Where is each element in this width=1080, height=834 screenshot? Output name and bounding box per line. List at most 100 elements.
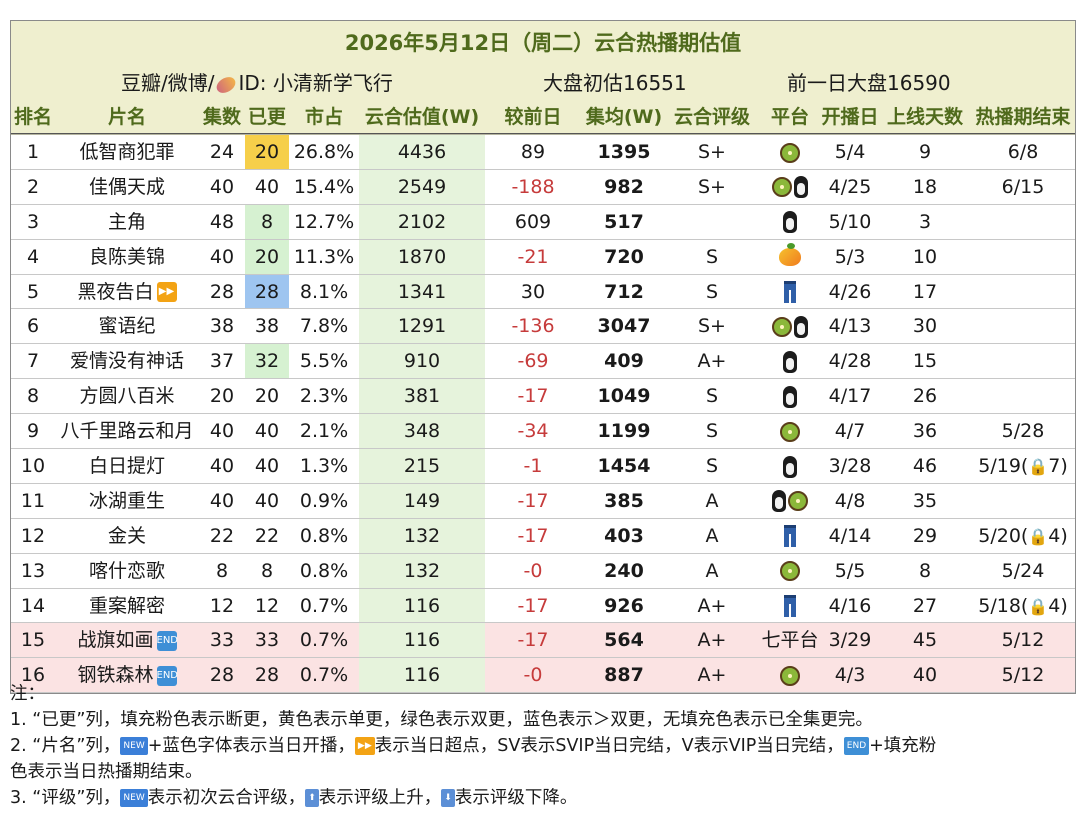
rank-cell-text: 15 [20,629,46,652]
sweet-potato-icon [214,73,239,96]
updated-cell-text: 12 [254,594,280,617]
platform-cell [757,135,823,169]
updated-cell-text: 40 [254,175,280,198]
share-cell-text: 5.5% [299,350,349,373]
penguin-icon [783,455,797,478]
updated-cell: 20 [245,135,289,169]
end-cell [971,379,1075,413]
source-line: 豆瓣/微博/ID: 小清新学飞行 [121,67,393,96]
note-2-part-a: 2. “片名”列， [10,736,121,756]
title-cell-text: 良陈美锦 [88,245,165,268]
title-cell: 八千里路云和月 [55,414,199,448]
end-cell [971,344,1075,378]
end-badge-icon: END [156,665,178,686]
days-cell: 46 [879,449,971,483]
start-date-cell-text: 4/17 [828,385,872,408]
episodes-cell: 40 [199,170,245,204]
updated-cell: 40 [245,414,289,448]
rank-cell: 14 [11,589,55,623]
end-cell: 5/28 [971,414,1075,448]
title-cell-text: 八千里路云和月 [60,420,194,443]
updated-cell-text: 20 [254,245,280,268]
episodes-cell-text: 38 [209,315,235,338]
end-cell-text: 5/24 [1001,559,1045,582]
lock-icon: 🔒 [1028,457,1049,477]
start-date-cell: 4/3 [817,658,883,692]
kiwi-icon [780,142,800,163]
episodes-cell: 40 [199,484,245,518]
share-cell-text: 2.1% [299,420,349,443]
rating-cell: A [667,554,757,588]
start-date-cell-text: 4/16 [828,594,872,617]
platform-cell [757,414,823,448]
average-cell: 887 [581,658,667,692]
rank-cell-text: 13 [20,559,46,582]
change-cell-text: -17 [517,629,549,652]
share-cell-text: 0.7% [299,629,349,652]
days-cell-text: 10 [912,245,938,268]
estimate-cell-text: 116 [403,629,441,652]
rating-cell-text: S+ [698,175,726,198]
title-cell-text: 爱情没有神话 [69,350,184,373]
rank-cell-text: 2 [26,175,40,198]
days-cell-text: 36 [912,420,938,443]
start-date-cell: 3/28 [817,449,883,483]
rating-cell: A [667,519,757,553]
updated-cell-text: 20 [254,385,280,408]
average-cell-text: 720 [604,245,644,268]
title-cell: 喀什恋歌 [55,554,199,588]
episodes-cell: 48 [199,205,245,239]
estimate-cell: 2549 [359,169,485,204]
change-cell: -136 [485,309,581,343]
change-cell-text: 609 [514,210,552,233]
title-cell-text: 战旗如画 [77,629,154,652]
rating-cell: S [667,414,757,448]
rank-cell: 10 [11,449,55,483]
rank-cell-text: 5 [26,280,40,303]
episodes-cell-text: 40 [209,489,235,512]
start-date-cell-text: 4/13 [828,315,872,338]
episodes-cell-text: 20 [209,385,235,408]
rating-cell: S [667,449,757,483]
rank-cell: 8 [11,379,55,413]
rank-cell: 13 [11,554,55,588]
table-header: 排名 片名 集数 已更 市占 云合估值(W) 较前日 集均(W) 云合评级 平台 开播日 上线天数 热播… [11,97,1075,134]
share-cell-text: 7.8% [299,315,349,338]
end-cell-text: 6/8 [1007,141,1039,163]
note-3-part-a: 3. “评级”列， [10,788,121,808]
estimate-cell-text: 2102 [397,210,447,233]
days-cell: 35 [879,484,971,518]
platform-cell [757,484,823,518]
rating-cell: S+ [667,135,757,169]
updated-cell-text: 40 [254,489,280,512]
lock-count: 4) [1048,524,1068,547]
change-cell-text: 30 [520,280,546,303]
average-cell: 385 [581,484,667,518]
note-2-part-d: +填充粉 [869,736,937,756]
header-estimate: 云合估值(W) [364,106,480,128]
share-cell-text: 8.1% [299,280,349,303]
episodes-cell-text: 12 [209,594,235,617]
header-days: 上线天数 [886,106,963,128]
episodes-cell: 12 [199,589,245,623]
note-2-part-c: 表示当日超点，SV表示SVIP当日完结，V表示VIP当日完结， [374,736,844,756]
change-cell: -69 [485,344,581,378]
average-cell-text: 926 [604,594,644,617]
change-cell: -0 [485,554,581,588]
days-cell-text: 9 [918,141,932,163]
fast-forward-icon: ▶▶ [156,282,177,303]
estimate-cell: 4436 [359,135,485,169]
rating-cell-text: S [705,385,719,408]
start-date-cell-text: 4/14 [828,524,872,547]
episodes-cell-text: 37 [209,350,235,373]
episodes-cell-text: 40 [209,245,235,268]
episodes-cell-text: 48 [209,210,235,233]
rank-cell-text: 11 [20,489,46,512]
rating-cell: A+ [667,589,757,623]
title-cell-text: 主角 [107,210,146,233]
start-date-cell: 4/17 [817,379,883,413]
start-date-cell: 5/5 [817,554,883,588]
estimate-cell-text: 1870 [397,245,447,268]
share-cell-text: 0.9% [299,489,349,512]
episodes-cell-text: 22 [209,524,235,547]
